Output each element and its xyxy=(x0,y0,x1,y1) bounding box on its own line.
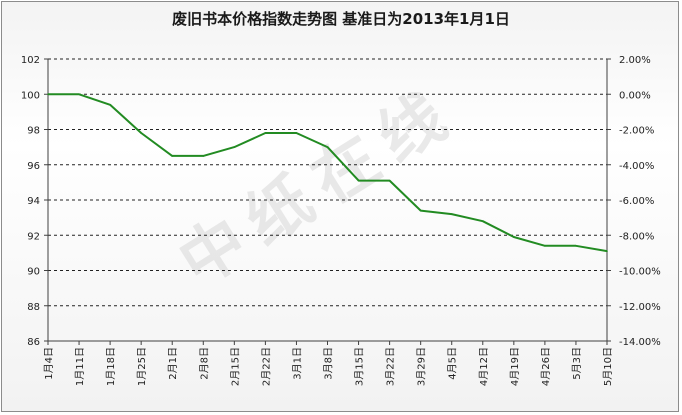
data-point xyxy=(606,250,608,252)
x-tick-label: 4月19日 xyxy=(509,347,521,386)
y-tick-label-right: -12.00% xyxy=(619,302,661,313)
y-tick-label-right: -2.00% xyxy=(619,126,654,137)
data-point xyxy=(575,245,577,247)
data-point xyxy=(481,220,484,222)
y-tick-label-right: -10.00% xyxy=(619,267,661,278)
data-point xyxy=(78,93,80,96)
x-tick-label: 4月12日 xyxy=(478,347,490,386)
watermark: 中纸在线 xyxy=(167,73,471,301)
data-point xyxy=(388,179,391,182)
x-tick-label: 1月11日 xyxy=(74,347,86,386)
data-point xyxy=(202,155,205,157)
data-point xyxy=(171,155,174,157)
y-tick-label-left: 86 xyxy=(27,337,40,348)
x-tick-label: 4月5日 xyxy=(447,347,459,380)
x-tick-label: 2月22日 xyxy=(260,347,272,386)
y-tick-label-left: 98 xyxy=(27,126,40,137)
data-point xyxy=(109,104,111,106)
labels: 86 -14.00% 88 -12.00% 90 -10.00% 92 -8.00% 94 -6.… xyxy=(21,55,661,386)
x-tick-label: 4月26日 xyxy=(540,347,552,386)
x-tick-label: 3月29日 xyxy=(416,347,428,386)
y-tick-label-right: -6.00% xyxy=(619,196,654,207)
axes xyxy=(44,58,611,345)
x-tick-label: 3月1日 xyxy=(291,347,303,380)
y-tick-label-left: 90 xyxy=(27,267,40,278)
data-point xyxy=(140,132,142,134)
data-point xyxy=(264,132,267,134)
y-tick-label-right: -14.00% xyxy=(619,337,661,348)
y-tick-label-left: 102 xyxy=(21,55,40,66)
x-tick-label: 2月8日 xyxy=(198,347,210,380)
data-point xyxy=(450,213,453,215)
x-tick-label: 1月4日 xyxy=(43,347,55,380)
x-tick-label: 1月18日 xyxy=(105,347,117,386)
y-tick-label-right: -4.00% xyxy=(619,161,654,172)
data-point xyxy=(233,146,236,148)
data-point xyxy=(357,179,360,182)
x-tick-label: 2月15日 xyxy=(229,347,241,386)
x-tick-label: 5月10日 xyxy=(602,347,614,386)
y-tick-label-left: 96 xyxy=(27,161,40,172)
data-point xyxy=(326,146,329,148)
watermark-text: 中纸在线 xyxy=(167,73,471,301)
y-tick-label-left: 92 xyxy=(27,231,40,242)
x-tick-label: 3月8日 xyxy=(323,347,335,380)
data-point xyxy=(419,209,422,212)
y-tick-label-left: 88 xyxy=(27,302,40,313)
x-tick-label: 3月15日 xyxy=(354,347,366,386)
data-point xyxy=(544,245,546,247)
data-point xyxy=(513,236,515,238)
y-tick-label-right: -8.00% xyxy=(619,231,654,242)
x-tick-label: 3月22日 xyxy=(385,347,397,386)
y-tick-label-right: 2.00% xyxy=(619,55,651,66)
x-tick-label: 1月25日 xyxy=(136,347,148,386)
data-point xyxy=(295,132,298,134)
y-tick-label-right: 0.00% xyxy=(619,90,651,101)
x-tick-label: 2月1日 xyxy=(167,347,179,380)
series xyxy=(47,93,608,253)
x-tick-label: 5月3日 xyxy=(571,347,583,380)
chart-title: 废旧书本价格指数走势图 基准日为2013年1月1日 xyxy=(172,10,510,28)
y-tick-label-left: 94 xyxy=(27,196,40,207)
data-point xyxy=(47,93,49,96)
y-tick-label-left: 100 xyxy=(21,90,40,101)
